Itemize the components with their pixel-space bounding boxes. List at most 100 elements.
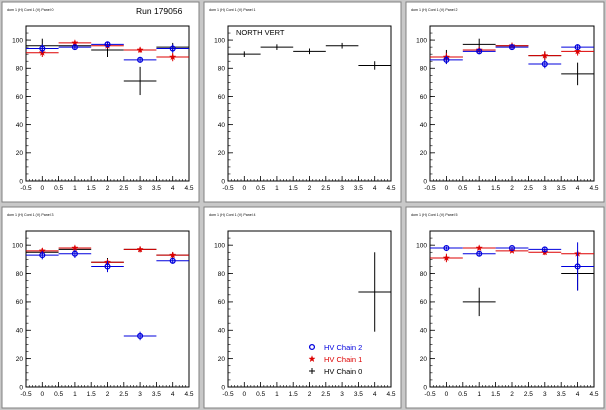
x-tick-label: 3.5	[354, 185, 363, 192]
series-chain2	[430, 242, 594, 291]
data-point	[156, 52, 189, 62]
pad-3: dom 1 (H) Cont 1 (V) Panel 2-0.5 0 0.5 1 1.5…	[405, 1, 605, 203]
y-tick-label: 60	[16, 94, 24, 101]
data-point	[156, 44, 189, 53]
x-tick-label: 4.5	[589, 391, 598, 398]
x-tick-label: 4.5	[184, 185, 193, 192]
x-tick-label: 2	[106, 391, 110, 398]
star-marker	[136, 46, 144, 54]
y-tick-label: 60	[420, 94, 428, 101]
circle-marker	[541, 246, 548, 253]
data-point	[430, 244, 463, 252]
data-point	[462, 287, 496, 317]
x-tick-label: 1	[477, 391, 481, 398]
x-tick-label: 3.5	[354, 391, 363, 398]
star-marker	[573, 47, 582, 55]
x-tick-label: 0.5	[256, 185, 265, 192]
data-point	[528, 51, 562, 60]
series-chain0	[358, 252, 391, 332]
star-marker	[541, 51, 549, 59]
star-marker	[442, 254, 451, 262]
circle-marker	[476, 250, 483, 257]
y-tick-label: 80	[218, 271, 226, 278]
data-point	[123, 331, 157, 341]
y-tick-label: 100	[12, 242, 23, 249]
data-point	[528, 246, 562, 253]
pad-2: dom 1 (H) Cont 1 (V) Panel 1-0.5 0 0.5 1 1.5…	[203, 1, 402, 203]
data-point	[123, 245, 157, 253]
circle-marker	[541, 60, 548, 68]
x-tick-label: 3	[543, 185, 547, 192]
x-tick-label: 2	[308, 185, 312, 192]
data-point	[91, 41, 124, 48]
data-point	[156, 251, 189, 259]
x-tick-label: 3	[138, 185, 142, 192]
y-tick-label: 100	[12, 37, 23, 44]
pad-title: dom 1 (H) Cont 1 (V) Panel 2	[411, 8, 458, 12]
data-point	[58, 244, 92, 252]
data-point	[430, 55, 463, 65]
pad-frame	[405, 206, 605, 409]
x-tick-label: 2	[308, 391, 312, 398]
data-point	[228, 51, 261, 57]
star-marker	[475, 244, 483, 252]
x-tick-label: 0	[445, 391, 449, 398]
x-tick-label: 2	[106, 185, 110, 192]
x-tick-label: 2.5	[119, 391, 128, 398]
legend: HV Chain 2 HV Chain 1 HV Chain 0	[308, 343, 362, 376]
x-tick-label: 1.5	[289, 391, 298, 398]
circle-marker	[508, 44, 516, 51]
x-tick-label: 1.5	[87, 185, 96, 192]
star-marker	[71, 244, 79, 252]
x-tick-label: -0.5	[222, 391, 234, 398]
x-tick-label: -0.5	[20, 391, 32, 398]
x-tick-label: 1	[73, 185, 77, 192]
data-point	[358, 61, 391, 70]
x-tick-label: 0	[445, 185, 449, 192]
y-tick-label: 20	[16, 356, 24, 363]
x-tick-label: 0.5	[256, 391, 265, 398]
star-marker	[136, 245, 144, 253]
y-tick-label: 60	[218, 94, 226, 101]
y-tick-label: 40	[420, 328, 428, 335]
x-tick-label: 1	[275, 185, 279, 192]
pad-annotation: NORTH VERT	[236, 28, 285, 37]
x-tick-label: 1.5	[87, 391, 96, 398]
x-tick-label: 3.5	[152, 185, 161, 192]
y-tick-label: 20	[420, 356, 428, 363]
x-tick-label: 0	[242, 185, 246, 192]
y-tick-label: 100	[416, 242, 427, 249]
y-tick-label: 0	[221, 178, 225, 185]
x-tick-label: 3.5	[152, 391, 161, 398]
data-point	[123, 66, 157, 96]
y-tick-label: 20	[218, 356, 226, 363]
circle-marker	[137, 56, 144, 63]
circle-marker	[308, 343, 316, 351]
circle-marker	[104, 263, 111, 270]
pad-title: dom 1 (H) Cont 1 (V) Panel 5	[411, 213, 458, 217]
series-chain2	[26, 249, 189, 341]
y-tick-label: 0	[221, 384, 225, 391]
y-tick-label: 0	[423, 384, 427, 391]
y-tick-label: 0	[19, 178, 23, 185]
data-point	[358, 252, 391, 332]
legend-entry-chain0: HV Chain 0	[309, 367, 362, 376]
data-point	[26, 250, 59, 260]
pad-frame	[203, 1, 402, 203]
data-point	[156, 257, 189, 264]
y-tick-label: 0	[423, 178, 427, 185]
x-tick-label: 0	[242, 391, 246, 398]
y-tick-label: 40	[16, 122, 24, 129]
y-tick-label: 100	[416, 37, 427, 44]
legend-entry-chain2: HV Chain 2	[308, 343, 362, 352]
star-marker	[308, 355, 316, 363]
x-tick-label: 0.5	[54, 391, 63, 398]
x-tick-label: 4	[171, 185, 175, 192]
series-chain2	[26, 41, 189, 63]
x-tick-label: 4	[373, 185, 377, 192]
y-tick-label: 40	[218, 328, 226, 335]
data-point	[123, 56, 157, 63]
legend-label: HV Chain 2	[324, 343, 362, 352]
x-tick-label: 4	[373, 391, 377, 398]
data-point	[430, 253, 463, 263]
